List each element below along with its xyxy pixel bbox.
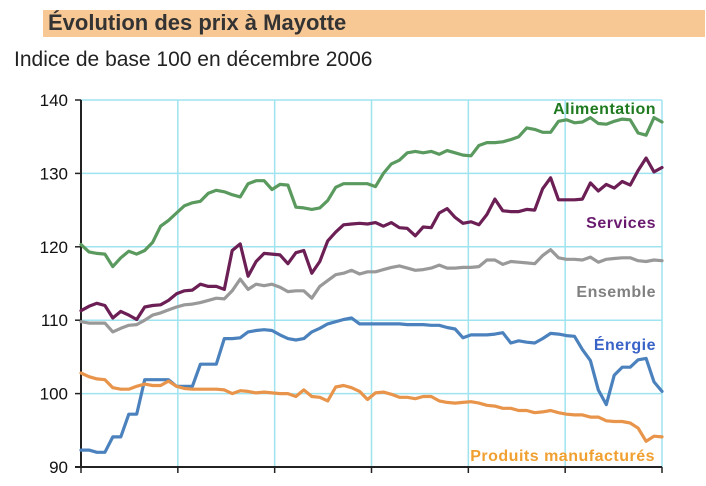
series-label: Alimentation <box>553 101 656 118</box>
y-tick-label: 90 <box>49 458 68 477</box>
chart-title: Évolution des prix à Mayotte <box>48 10 347 35</box>
series-labels: Alimentation Services Ensemble Énergie Produ… <box>470 101 656 465</box>
grid <box>81 99 663 467</box>
series-line-4 <box>79 371 664 443</box>
series-label: Ensemble <box>576 284 656 301</box>
y-tick-label: 140 <box>40 91 68 110</box>
y-tick-label: 100 <box>40 385 68 404</box>
chart-subtitle: Indice de base 100 en décembre 2006 <box>14 48 373 71</box>
y-tick-label: 130 <box>40 164 68 183</box>
series-line-2 <box>79 248 664 334</box>
series-line-0 <box>79 116 664 269</box>
series-label: Énergie <box>594 335 656 354</box>
series-label: Produits manufacturés <box>470 448 655 465</box>
series-line-1 <box>79 156 664 322</box>
series-label: Services <box>586 215 656 232</box>
y-tick-label: 120 <box>40 238 68 257</box>
title-band <box>43 10 705 37</box>
series-lines <box>79 116 664 454</box>
y-tick-labels: 90 100 110 120 130 140 <box>40 91 68 477</box>
axes <box>75 99 663 473</box>
y-tick-label: 110 <box>41 311 68 330</box>
